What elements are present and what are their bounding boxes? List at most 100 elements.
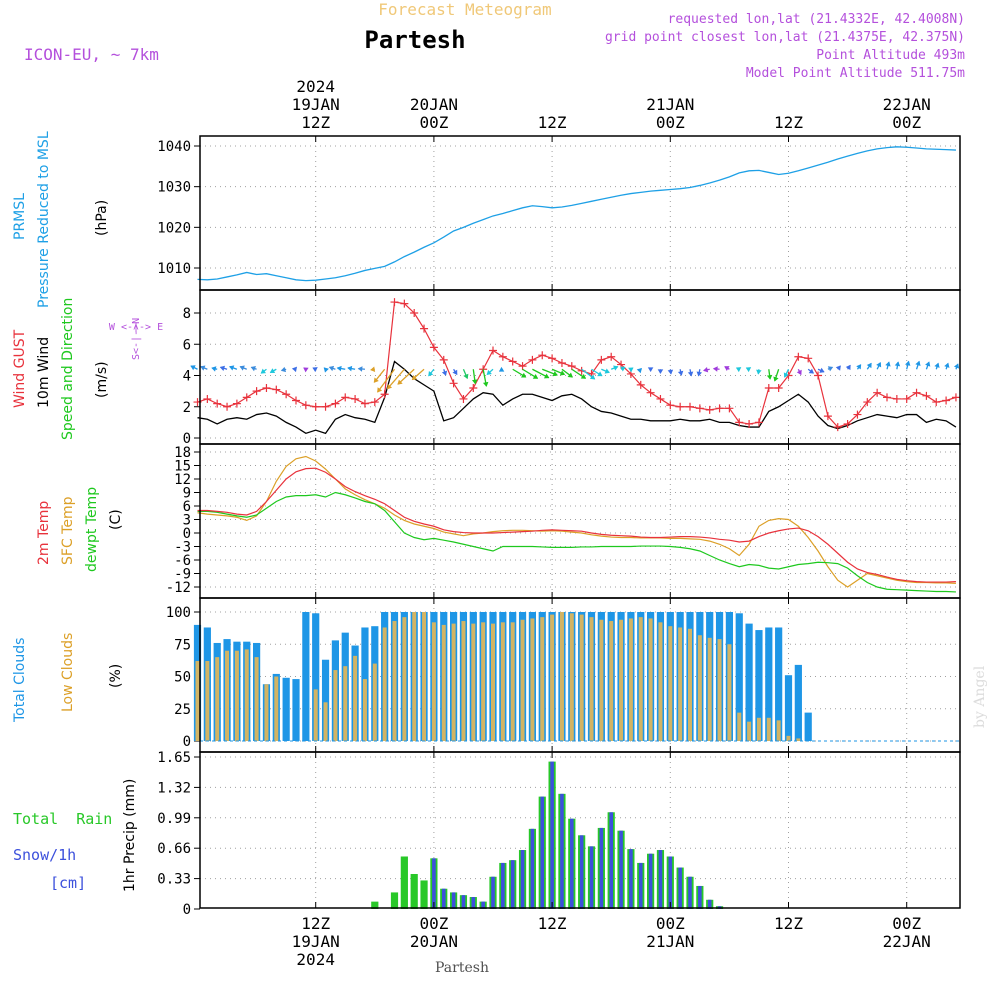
low-cloud-bar [609,621,614,741]
low-cloud-bar [264,684,269,741]
gust-marker [292,396,300,405]
time-label-top: 19JAN [292,95,340,114]
low-cloud-bar [274,676,279,741]
snow-bar [570,818,574,909]
gust-marker [942,396,951,405]
sfc-temp-label: SFC Temp [60,496,76,565]
low-cloud-bar [481,622,486,741]
wind-arrowhead [250,366,256,372]
y-tick-label: 8 [183,306,191,322]
model-altitude: Model Point Altitude 511.75m [746,66,965,81]
gust-marker [745,419,754,428]
gust-marker [843,419,852,428]
wind-arrowhead [200,365,206,371]
low-clouds-label: Low Clouds [60,633,76,712]
pressure-line [197,146,956,282]
snow-bar [707,899,712,909]
gust-marker [764,384,773,392]
y-tick-label: 1.32 [157,780,191,796]
pressure-label-prmsl: PRMSL [12,193,28,240]
pressure-panel: 1010 1020 1030 1040 [157,135,961,291]
total-cloud-bar [765,627,773,741]
product-title: Forecast Meteogram [378,0,551,19]
wind-arrowhead [703,367,709,373]
snow-bar [461,895,466,909]
y-tick-label: 75 [174,637,191,653]
time-label-top: 00Z [419,113,448,132]
y-tick-label: 0.99 [157,811,191,827]
low-cloud-bar [756,717,761,741]
snow-bar [658,850,663,909]
wind-arrowhead [915,360,921,366]
wind-arrowhead [687,371,694,377]
wind-arrowhead [532,373,539,379]
low-cloud-bar [776,720,781,741]
temperature-labels: 2m Temp SFC Temp dewpt Temp (C) [36,487,124,572]
gust-marker [636,380,645,389]
wind-arrowhead [724,366,730,371]
clouds-panel: 0 25 50 75 100 [166,597,961,753]
gust-marker [203,394,212,403]
gust-marker [311,402,320,411]
wind-arrowhead [866,362,872,369]
time-label-bottom: 00Z [656,914,685,933]
gust-marker [223,402,232,411]
low-cloud-bar [244,649,249,741]
time-label-bottom: 21JAN [646,932,694,951]
low-cloud-bar [195,661,200,741]
wind-arrowhead [441,370,448,376]
clouds-unit: (%) [108,664,124,688]
y-tick-label: 0 [183,431,191,447]
gust-marker [853,410,862,419]
low-cloud-bar [638,617,643,741]
gust-marker [597,355,606,364]
compass-ns: S<-|->N [131,318,142,360]
gust-marker [557,359,566,367]
gust-marker [252,387,261,396]
wind-10m-line [197,360,957,435]
snow-bar [540,796,545,909]
y-tick-label: -3 [174,540,191,556]
total-cloud-bar [775,627,783,741]
gust-marker [646,388,655,397]
gust-marker [351,394,360,403]
low-cloud-bar [550,614,555,741]
snow-bar [441,888,446,909]
wind-arrowhead [486,369,492,375]
gust-marker [459,394,468,403]
wind-arrowhead [552,371,558,377]
low-cloud-bar [254,657,259,741]
total-cloud-bar [302,612,310,741]
wind-arrowhead [894,361,901,367]
gust-marker [567,362,576,371]
precip-labels: Total Rain Snow/1h [cm] 1hr Precip (mm) [13,779,138,892]
wind-arrowhead [745,367,752,373]
snow-bar [520,850,525,909]
dewpt-label: dewpt Temp [84,487,100,572]
gust-marker [242,393,251,402]
low-cloud-bar [569,613,574,741]
footer-location: Partesh [435,960,489,976]
low-cloud-bar [441,624,446,741]
y-tick-label: -6 [174,553,191,569]
gust-marker [410,309,419,317]
gust-marker [804,354,813,363]
wind-arrowhead [953,363,960,369]
wind-arrowhead [471,379,478,385]
wind-arrowhead [934,362,940,368]
low-cloud-bar [766,717,771,741]
low-cloud-bar [520,619,525,741]
wind-arrowhead [357,366,363,372]
wind-arrowhead [323,367,329,373]
clouds-labels: Total Clouds Low Clouds (%) [12,633,124,723]
snow-bar [668,856,673,909]
gust-marker [873,388,882,397]
wind-arrowhead [620,366,626,372]
wind-arrowhead [580,373,587,379]
gust-marker [676,402,685,411]
gust-marker [548,354,557,363]
wind-arrowhead [397,379,403,385]
gust-marker [360,399,369,408]
total-cloud-bar [784,675,793,741]
